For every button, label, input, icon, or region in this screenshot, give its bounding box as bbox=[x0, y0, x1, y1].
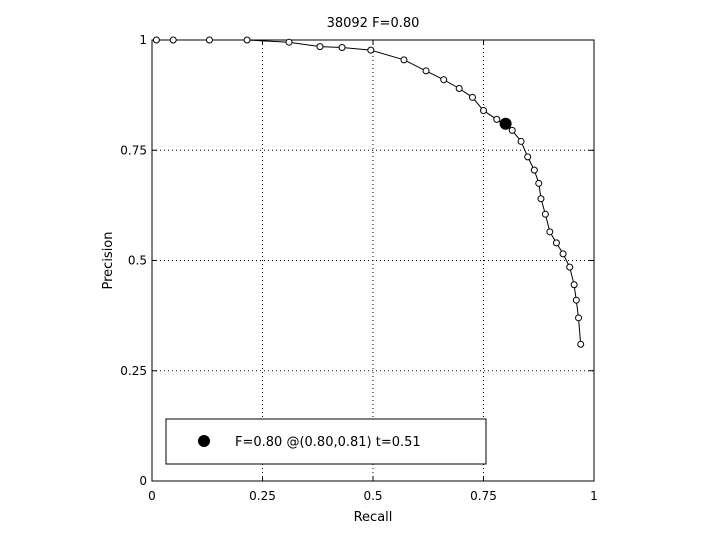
y-tick-label: 0.75 bbox=[120, 143, 147, 157]
x-tick-label: 0.25 bbox=[249, 489, 276, 503]
pr-curve-point bbox=[572, 296, 580, 304]
pr-curve-point bbox=[577, 340, 585, 348]
pr-curve-point bbox=[541, 210, 549, 218]
x-axis-label: Recall bbox=[354, 510, 393, 525]
series-layer bbox=[152, 36, 585, 348]
pr-curve-point bbox=[243, 36, 251, 44]
legend-box bbox=[165, 418, 487, 465]
pr-curve-point bbox=[400, 56, 408, 64]
pr-curve-point bbox=[367, 46, 375, 54]
grid-lines bbox=[152, 40, 594, 481]
pr-curve-point bbox=[575, 314, 583, 322]
legend: F=0.80 @(0.80,0.81) t=0.51 bbox=[165, 418, 487, 465]
y-tick-label: 1 bbox=[139, 33, 147, 47]
pr-curve-point bbox=[566, 263, 574, 271]
pr-curve-point bbox=[422, 67, 430, 75]
y-tick-label: 0 bbox=[139, 474, 147, 488]
pr-curve-point bbox=[285, 38, 293, 46]
pr-curve-point bbox=[205, 36, 213, 44]
pr-curve-point bbox=[169, 36, 177, 44]
pr-curve-point bbox=[537, 195, 545, 203]
pr-curve-point bbox=[535, 179, 543, 187]
legend-marker bbox=[198, 435, 210, 447]
pr-curve-point bbox=[480, 107, 487, 115]
y-tick-label: 0.5 bbox=[128, 254, 147, 268]
pr-curve-point bbox=[524, 153, 532, 161]
x-tick-label: 0 bbox=[148, 489, 156, 503]
y-tick-label: 0.25 bbox=[120, 364, 147, 378]
chart-title: 38092 F=0.80 bbox=[327, 16, 420, 31]
best-f-point bbox=[499, 117, 512, 130]
axis-ticks: 0 0.25 0.5 0.75 1 0 0.25 0.5 0.75 1 bbox=[120, 33, 598, 503]
pr-curve-point bbox=[530, 166, 538, 174]
pr-curve-point bbox=[559, 250, 567, 258]
y-axis-label: Precision bbox=[101, 231, 116, 289]
pr-curve-point bbox=[570, 281, 578, 289]
pr-curve-point bbox=[517, 137, 525, 145]
pr-curve-point bbox=[508, 126, 516, 134]
pr-curve-point bbox=[316, 43, 324, 51]
legend-text: F=0.80 @(0.80,0.81) t=0.51 bbox=[235, 435, 421, 450]
pr-curve-point bbox=[493, 115, 501, 123]
pr-curve-point bbox=[152, 36, 160, 44]
x-tick-label: 0.5 bbox=[363, 489, 382, 503]
x-tick-label: 0.75 bbox=[470, 489, 497, 503]
pr-curve-point bbox=[455, 85, 463, 93]
pr-curve-point bbox=[468, 93, 476, 101]
pr-curve-point bbox=[440, 76, 448, 84]
pr-curve-point bbox=[338, 43, 346, 51]
pr-curve-point bbox=[552, 239, 560, 247]
pr-curve-point bbox=[546, 228, 554, 236]
x-tick-label: 1 bbox=[590, 489, 598, 503]
